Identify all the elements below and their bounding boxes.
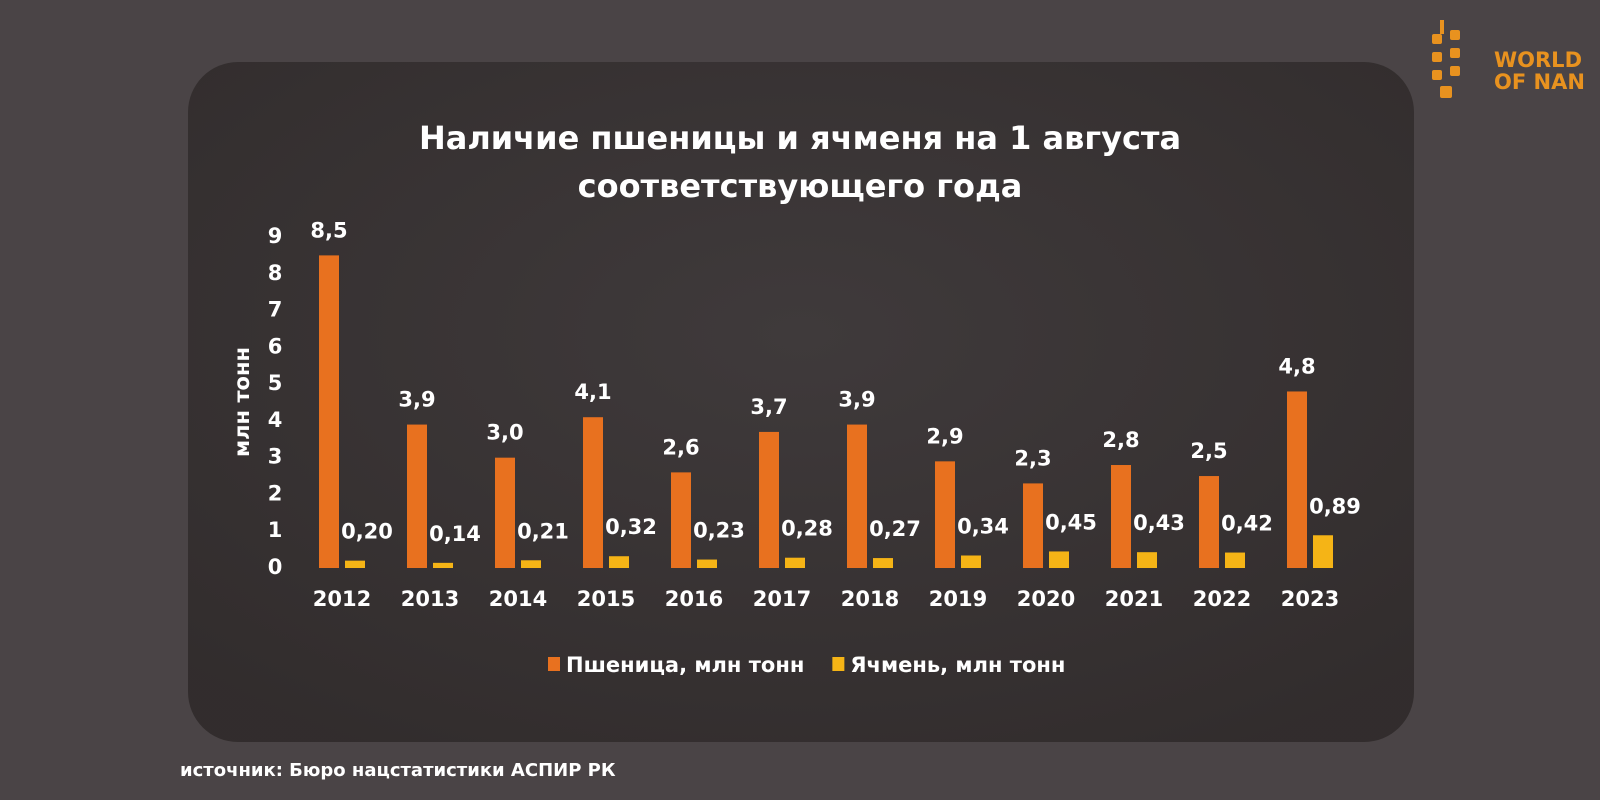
value-label: 2,5 bbox=[1190, 439, 1227, 463]
x-tick-label: 2022 bbox=[1193, 587, 1251, 611]
x-tick-label: 2017 bbox=[753, 587, 811, 611]
bar bbox=[433, 562, 453, 568]
source: источник: Бюро нацстатистики АСПИР РК bbox=[180, 760, 616, 781]
value-label: 0,27 bbox=[869, 517, 921, 541]
bar bbox=[759, 431, 779, 568]
legend-swatch bbox=[832, 657, 845, 671]
y-tick-label: 3 bbox=[268, 445, 283, 469]
value-label: 2,6 bbox=[662, 435, 699, 459]
y-tick-label: 0 bbox=[268, 555, 283, 579]
bar bbox=[1287, 391, 1307, 568]
value-label: 0,32 bbox=[605, 515, 657, 539]
legend-swatch bbox=[548, 657, 560, 671]
bar bbox=[935, 461, 955, 568]
bar bbox=[495, 457, 515, 568]
value-label: 3,0 bbox=[486, 421, 523, 445]
x-tick-label: 2018 bbox=[841, 587, 899, 611]
bar bbox=[1049, 551, 1069, 568]
value-label: 2,8 bbox=[1102, 428, 1139, 452]
value-label: 0,45 bbox=[1045, 510, 1097, 534]
chart-title: Наличие пшеницы и ячменя на 1 августа bbox=[419, 119, 1181, 157]
x-tick-label: 2014 bbox=[489, 587, 547, 611]
chart-title: соответствующего года bbox=[578, 167, 1023, 205]
x-tick-label: 2013 bbox=[401, 587, 459, 611]
value-label: 0,42 bbox=[1221, 512, 1273, 536]
bar bbox=[1137, 552, 1157, 568]
value-label: 0,21 bbox=[517, 519, 569, 543]
x-tick-label: 2021 bbox=[1105, 587, 1163, 611]
y-tick-label: 9 bbox=[268, 224, 283, 248]
y-tick-label: 7 bbox=[268, 298, 283, 322]
bar bbox=[785, 557, 805, 568]
panel bbox=[188, 62, 1414, 742]
value-label: 0,14 bbox=[429, 522, 481, 546]
bar bbox=[319, 255, 339, 568]
y-tick-label: 1 bbox=[268, 518, 283, 542]
bar bbox=[345, 560, 365, 568]
value-label: 0,89 bbox=[1309, 494, 1361, 518]
bar bbox=[609, 556, 629, 568]
value-label: 0,43 bbox=[1133, 511, 1185, 535]
y-tick-label: 6 bbox=[268, 334, 283, 358]
value-label: 0,28 bbox=[781, 517, 833, 541]
x-tick-label: 2023 bbox=[1281, 587, 1339, 611]
bar bbox=[1023, 483, 1043, 568]
bar bbox=[1313, 535, 1333, 568]
bar bbox=[697, 559, 717, 568]
bar bbox=[1199, 476, 1219, 568]
bar bbox=[407, 424, 427, 568]
x-tick-label: 2020 bbox=[1017, 587, 1075, 611]
y-axis-label: млн тонн bbox=[230, 347, 254, 457]
bar bbox=[521, 560, 541, 568]
legend-label: Ячмень, млн тонн bbox=[850, 653, 1065, 677]
bar bbox=[873, 558, 893, 568]
bar bbox=[961, 555, 981, 568]
bar bbox=[583, 417, 603, 568]
y-tick-label: 5 bbox=[268, 371, 283, 395]
logo-text: WORLD bbox=[1494, 48, 1582, 72]
bar bbox=[671, 472, 691, 568]
y-tick-label: 4 bbox=[268, 408, 283, 432]
x-tick-label: 2015 bbox=[577, 587, 635, 611]
value-label: 2,9 bbox=[926, 424, 963, 448]
x-tick-label: 2016 bbox=[665, 587, 723, 611]
x-tick-label: 2019 bbox=[929, 587, 987, 611]
value-label: 4,1 bbox=[574, 380, 611, 404]
logo-text: OF NAN bbox=[1494, 70, 1585, 94]
value-label: 2,3 bbox=[1014, 446, 1051, 470]
logo-icon bbox=[1432, 20, 1460, 98]
bar bbox=[847, 424, 867, 568]
bar bbox=[1225, 552, 1245, 568]
value-label: 4,8 bbox=[1278, 354, 1315, 378]
y-tick-label: 8 bbox=[268, 261, 283, 285]
value-label: 0,23 bbox=[693, 519, 745, 543]
value-label: 0,20 bbox=[341, 520, 393, 544]
x-tick-label: 2012 bbox=[313, 587, 371, 611]
value-label: 3,7 bbox=[750, 395, 787, 419]
legend-label: Пшеница, млн тонн bbox=[566, 653, 804, 677]
value-label: 3,9 bbox=[398, 388, 435, 412]
value-label: 8,5 bbox=[310, 218, 347, 242]
value-label: 3,9 bbox=[838, 388, 875, 412]
y-tick-label: 2 bbox=[268, 481, 283, 505]
bar bbox=[1111, 465, 1131, 568]
value-label: 0,34 bbox=[957, 514, 1009, 538]
